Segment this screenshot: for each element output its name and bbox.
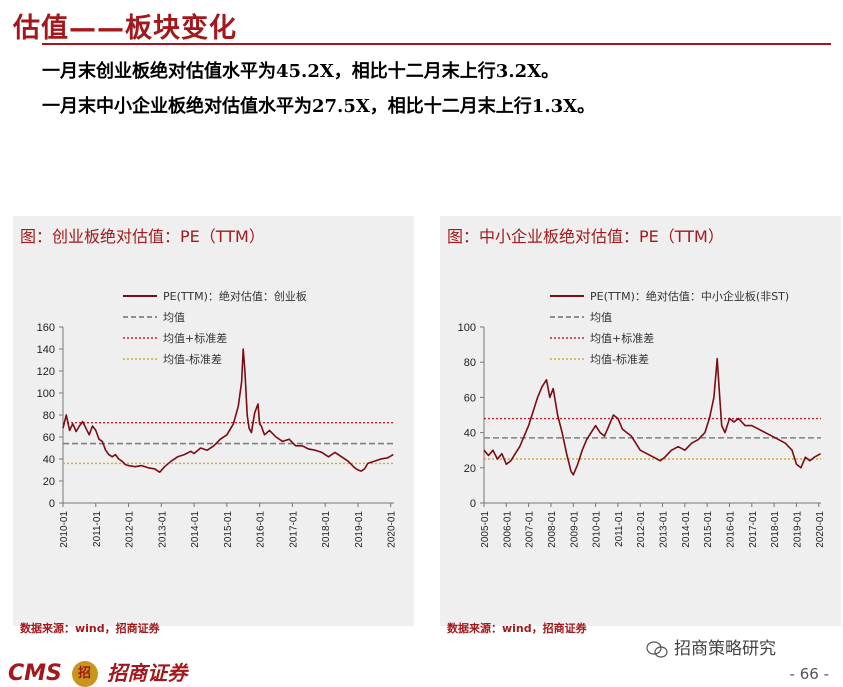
title-divider xyxy=(42,43,831,45)
source-note-gem: 数据来源：wind，招商证券 xyxy=(20,622,160,635)
x-tick-label: 2017-01 xyxy=(748,511,759,548)
chart-panel-sme: 图：中小企业板绝对估值：PE（TTM） 0 20 40 60 80 100 2005-01 2… xyxy=(440,216,841,626)
x-tick-label: 2010-01 xyxy=(59,511,70,548)
x-tick-label: 2015-01 xyxy=(223,511,234,548)
x-tick-label: 2016-01 xyxy=(256,511,267,548)
y-tick-label: 100 xyxy=(458,322,476,334)
y-tick-label: 100 xyxy=(37,388,55,400)
x-tick-label: 2008-01 xyxy=(547,511,558,548)
legend-label: 均值+标准差 xyxy=(590,331,654,345)
summary-line-gem: 一月末创业板绝对估值水平为45.2X，相比十二月末上行3.2X。 xyxy=(42,61,560,82)
logo-text: CMS xyxy=(8,661,62,686)
cms-logo: CMS 招 招商证券 xyxy=(8,657,187,687)
x-tick-label: 2016-01 xyxy=(725,511,736,548)
y-tick-label: 40 xyxy=(43,454,55,466)
legend-label: PE(TTM)：绝对估值：创业板 xyxy=(163,289,307,303)
x-tick-label: 2018-01 xyxy=(321,511,332,548)
pe-ttm-series-line xyxy=(483,357,821,476)
x-tick-label: 2017-01 xyxy=(288,511,299,548)
x-tick-label: 2020-01 xyxy=(387,511,398,548)
y-tick-label: 20 xyxy=(43,476,55,488)
y-tick-label: 160 xyxy=(37,322,55,334)
pe-ttm-series-line xyxy=(62,348,394,474)
x-tick-label: 2010-01 xyxy=(592,511,603,548)
x-tick-label: 2013-01 xyxy=(157,511,168,548)
y-tick-label: 80 xyxy=(464,357,476,369)
page-number: - 66 - xyxy=(789,665,829,683)
logo-company-name: 招商证券 xyxy=(107,661,188,685)
y-tick-label: 80 xyxy=(43,410,55,422)
legend-label: 均值-标准差 xyxy=(590,352,649,366)
y-tick-label: 40 xyxy=(464,428,476,440)
x-tick-label: 2011-01 xyxy=(92,511,103,547)
wechat-account: 招商策略研究 xyxy=(646,634,776,659)
x-tick-label: 2012-01 xyxy=(125,511,136,548)
legend-label: 均值+标准差 xyxy=(163,331,227,345)
legend-label: 均值 xyxy=(163,311,185,324)
chart-gem: 0 20 40 60 80 100 120 140 160 2010-01 2011-01 2012-… xyxy=(37,289,398,548)
x-tick-label: 2005-01 xyxy=(480,511,491,548)
page-title: 估值——板块变化 xyxy=(13,13,237,44)
x-tick-label: 2009-01 xyxy=(569,511,580,548)
legend-label: 均值-标准差 xyxy=(163,352,222,366)
x-tick-label: 2014-01 xyxy=(190,511,201,548)
y-tick-label: 140 xyxy=(37,344,55,356)
wechat-account-name: 招商策略研究 xyxy=(674,639,776,659)
x-tick-label: 2011-01 xyxy=(614,511,625,547)
chart-panel-gem: 图：创业板绝对估值：PE（TTM） 0 20 40 60 80 100 120 140 160 2… xyxy=(13,216,414,626)
x-tick-label: 2015-01 xyxy=(703,511,714,548)
chart-sme: 0 20 40 60 80 100 2005-01 2006-01 2007-01 2008-01… xyxy=(458,289,826,548)
x-tick-label: 2014-01 xyxy=(681,511,692,548)
y-tick-label: 120 xyxy=(37,366,55,378)
chart-title-sme: 图：中小企业板绝对估值：PE（TTM） xyxy=(447,227,724,246)
logo-badge-icon: 招 xyxy=(71,661,98,687)
x-tick-label: 2007-01 xyxy=(525,511,536,548)
summary-line-sme: 一月末中小企业板绝对估值水平为27.5X，相比十二月末上行1.3X。 xyxy=(42,96,596,117)
chart-title-gem: 图：创业板绝对估值：PE（TTM） xyxy=(20,227,265,246)
x-tick-label: 2019-01 xyxy=(792,511,803,548)
wechat-icon xyxy=(646,640,668,658)
x-tick-label: 2012-01 xyxy=(636,511,647,548)
legend-label: 均值 xyxy=(590,311,612,324)
x-tick-label: 2019-01 xyxy=(354,511,365,548)
y-tick-label: 0 xyxy=(49,498,55,510)
x-tick-label: 2013-01 xyxy=(659,511,670,548)
source-note-sme: 数据来源：wind，招商证券 xyxy=(447,622,587,635)
x-tick-label: 2018-01 xyxy=(770,511,781,548)
x-tick-label: 2006-01 xyxy=(502,511,513,548)
y-tick-label: 60 xyxy=(464,392,476,404)
legend-label: PE(TTM)：绝对估值：中小企业板(非ST) xyxy=(590,289,789,303)
x-tick-label: 2020-01 xyxy=(815,511,826,548)
y-tick-label: 60 xyxy=(43,432,55,444)
y-tick-label: 20 xyxy=(464,463,476,475)
y-tick-label: 0 xyxy=(470,498,476,510)
